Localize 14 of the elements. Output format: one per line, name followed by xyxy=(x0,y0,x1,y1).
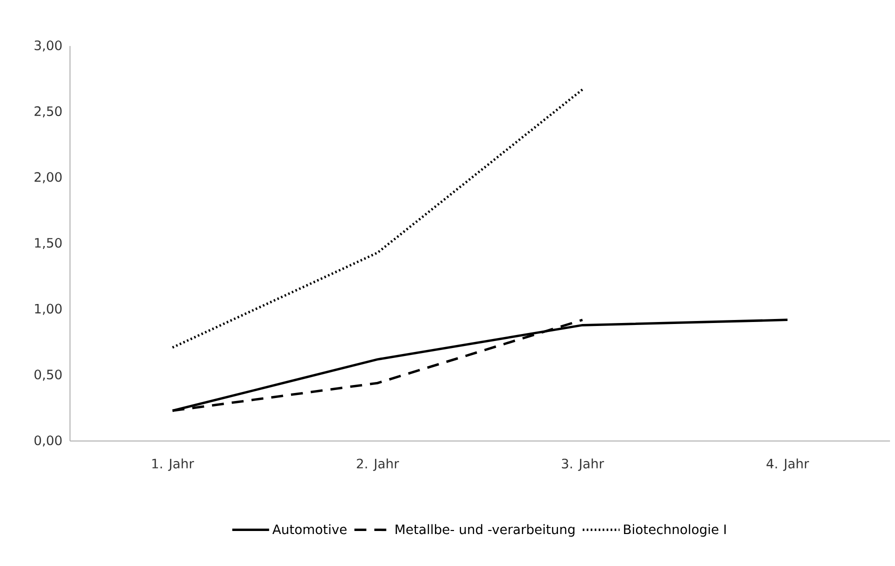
legend-label: Metallbe- und -verarbeitung xyxy=(396,524,574,537)
y-tick-label: 0,00 xyxy=(34,435,62,447)
x-tick-label: 4. Jahr xyxy=(766,458,810,471)
x-tick-label: 2. Jahr xyxy=(356,458,400,471)
y-tick-label: 2,50 xyxy=(34,106,62,118)
legend-label: Automotive xyxy=(272,524,347,534)
x-tick-label: 1. Jahr xyxy=(152,458,194,471)
y-tick-label: 1,00 xyxy=(35,304,62,315)
y-tick-label: 1,50 xyxy=(35,238,62,250)
legend-label: Biotechnologie I xyxy=(624,524,726,537)
y-tick-label: 3,00 xyxy=(34,40,62,52)
x-tick-label: 3. Jahr xyxy=(562,458,604,471)
y-tick-label: 0,50 xyxy=(34,370,62,381)
y-tick-label: 2,00 xyxy=(34,172,62,184)
